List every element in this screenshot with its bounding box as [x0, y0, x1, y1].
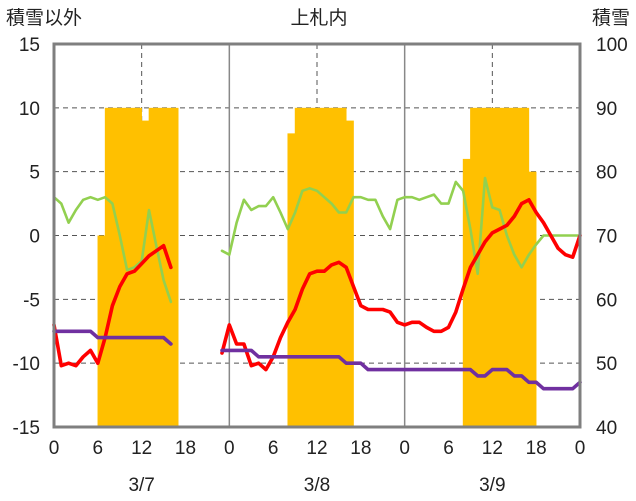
series-line-赤 [220, 198, 582, 372]
series-line-紫 [220, 348, 582, 391]
x-tick-label: 12 [131, 438, 152, 459]
y-left-tick-label: -5 [23, 290, 40, 311]
x-tick-label: 12 [306, 438, 327, 459]
snow-depth-bar [470, 107, 479, 427]
y-axis-right-label: 積雪 [592, 7, 630, 29]
chart-labels: 上札内 積雪以外 積雪 151050-5-10-1510090807060504… [6, 7, 630, 496]
y-left-tick-label: 0 [29, 227, 40, 248]
snow-depth-bar [141, 120, 150, 427]
snow-depth-bar [119, 107, 128, 427]
snow-depth-bar [521, 107, 530, 427]
y-right-tick-label: 90 [596, 99, 617, 120]
day-label: 3/9 [479, 475, 505, 496]
snow-depth-bar [170, 107, 179, 427]
snow-depth-bar [294, 107, 303, 427]
x-tick-label: 0 [224, 438, 235, 459]
y-left-tick-label: 15 [19, 35, 40, 56]
y-right-tick-label: 100 [596, 35, 628, 56]
snow-depth-bar [499, 107, 508, 427]
series-line-緑 [52, 195, 173, 304]
x-tick-label: 0 [575, 438, 586, 459]
y-left-tick-label: 5 [29, 163, 40, 184]
day-label: 3/8 [304, 475, 330, 496]
x-tick-label: 18 [175, 438, 196, 459]
x-tick-label: 6 [93, 438, 104, 459]
x-tick-label: 6 [443, 438, 454, 459]
snow-depth-bar [484, 107, 493, 427]
plot-border [52, 42, 582, 429]
snow-depth-bar [97, 235, 106, 427]
y-right-tick-label: 80 [596, 163, 617, 184]
snow-depth-bar [477, 107, 486, 427]
snow-depth-bar [492, 107, 500, 427]
snow-depth-bar [287, 133, 296, 427]
y-right-tick-label: 60 [596, 290, 617, 311]
chart-title: 上札内 [290, 7, 347, 29]
snow-depth-bar [331, 107, 340, 427]
x-tick-label: 6 [268, 438, 279, 459]
snow-depth-bar [513, 107, 522, 427]
y-right-tick-label: 50 [596, 354, 617, 375]
snow-depth-bar [338, 107, 347, 427]
series-line-緑 [220, 176, 582, 276]
plot-frame [52, 42, 582, 429]
data-lines [52, 176, 582, 391]
snow-depth-bar [506, 107, 515, 427]
snow-depth-bar [528, 171, 537, 427]
snow-depth-bar [163, 107, 172, 427]
x-tick-label: 0 [399, 438, 410, 459]
snow-depth-bar [462, 158, 471, 427]
x-tick-label: 0 [49, 438, 60, 459]
snow-depth-bar [112, 107, 121, 427]
series-line-赤 [52, 243, 173, 368]
snow-depth-bar [148, 107, 157, 427]
y-right-tick-label: 70 [596, 227, 617, 248]
x-tick-label: 18 [526, 438, 547, 459]
x-tick-label: 18 [350, 438, 371, 459]
snow-depth-bar [309, 107, 318, 427]
snow-depth-bar [302, 107, 310, 427]
y-left-tick-label: -15 [13, 418, 40, 439]
snow-depth-bar [316, 107, 325, 427]
day-label: 3/7 [128, 475, 154, 496]
snow-depth-bar [104, 107, 113, 427]
x-tick-label: 12 [482, 438, 503, 459]
y-axis-left-label: 積雪以外 [6, 7, 82, 29]
series-line-紫 [52, 329, 173, 346]
y-left-tick-label: 10 [19, 99, 40, 120]
y-left-tick-label: -10 [13, 354, 40, 375]
y-right-tick-label: 40 [596, 418, 617, 439]
